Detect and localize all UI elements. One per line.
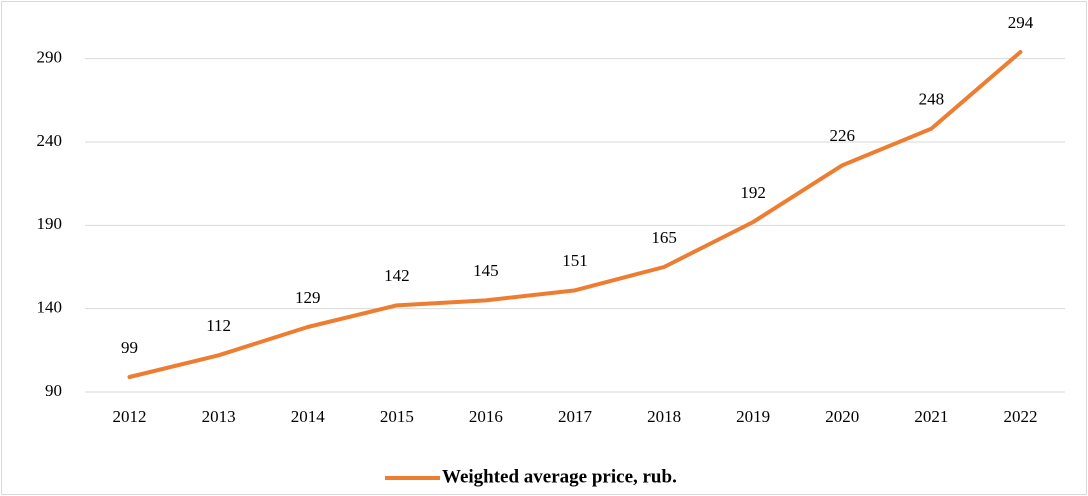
data-label: 248 [919,90,945,109]
x-tick-label: 2016 [469,407,503,426]
y-tick-label: 240 [37,131,63,150]
x-tick-label: 2012 [113,407,147,426]
data-label: 145 [473,261,499,280]
data-label: 112 [206,316,231,335]
data-label: 226 [830,126,856,145]
x-tick-label: 2017 [558,407,593,426]
x-tick-label: 2019 [736,407,770,426]
y-tick-label: 140 [37,298,63,317]
legend-label: Weighted average price, rub. [442,466,677,487]
data-label: 165 [651,228,677,247]
x-tick-label: 2021 [914,407,948,426]
x-tick-label: 2022 [1003,407,1037,426]
data-label: 142 [384,266,410,285]
x-tick-label: 2020 [825,407,859,426]
x-tick-label: 2013 [202,407,236,426]
data-label: 294 [1008,13,1034,32]
x-tick-label: 2015 [380,407,414,426]
series-line [127,50,1023,379]
y-tick-label: 90 [45,381,62,400]
x-tick-label: 2018 [647,407,681,426]
data-label: 192 [740,183,766,202]
data-label: 129 [295,288,321,307]
data-label: 151 [562,251,588,270]
y-tick-label: 190 [37,214,63,233]
data-label: 99 [121,338,138,357]
y-tick-label: 290 [37,48,63,67]
x-tick-label: 2014 [291,407,326,426]
